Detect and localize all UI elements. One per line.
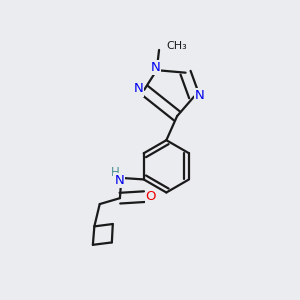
Text: H: H [111,166,120,179]
Text: CH₃: CH₃ [167,41,187,51]
Text: O: O [146,190,156,202]
Text: N: N [114,174,124,188]
Text: N: N [133,82,143,95]
Text: N: N [150,61,160,74]
Text: N: N [195,89,204,102]
